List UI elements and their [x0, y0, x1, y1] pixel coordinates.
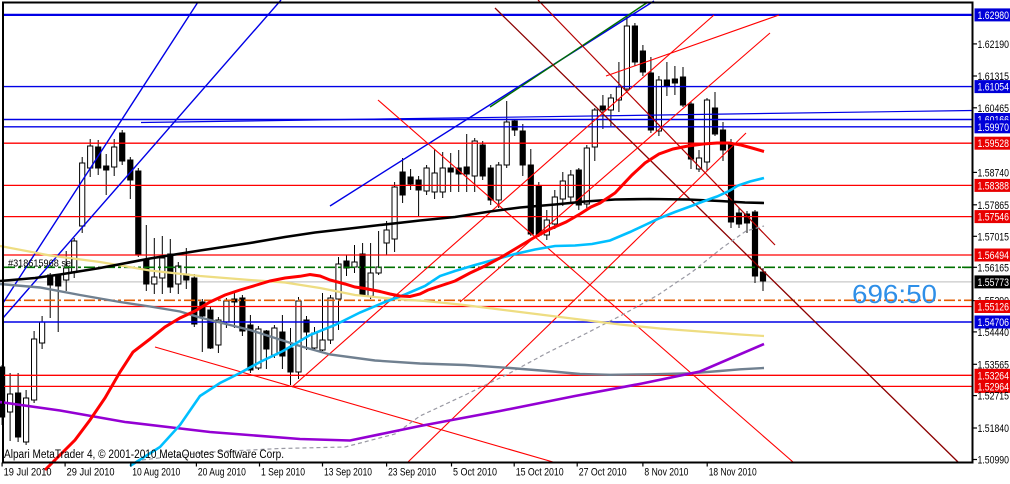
- svg-text:1.54440: 1.54440: [978, 327, 1010, 339]
- svg-text:1 Sep 2010: 1 Sep 2010: [261, 467, 305, 479]
- svg-text:1.62190: 1.62190: [978, 39, 1010, 51]
- svg-text:1.56494: 1.56494: [978, 250, 1010, 262]
- svg-text:27 Oct 2010: 27 Oct 2010: [579, 467, 627, 479]
- svg-text:1.51840: 1.51840: [978, 423, 1010, 435]
- svg-text:1.52715: 1.52715: [978, 391, 1010, 403]
- svg-text:19 Jul 2010: 19 Jul 2010: [4, 467, 52, 479]
- svg-text:1.58388: 1.58388: [978, 180, 1010, 192]
- svg-text:1.57865: 1.57865: [978, 200, 1010, 212]
- svg-text:1.50990: 1.50990: [978, 455, 1010, 467]
- svg-text:1.59528: 1.59528: [978, 138, 1010, 150]
- svg-text:1.62980: 1.62980: [978, 10, 1010, 22]
- svg-text:1.58740: 1.58740: [978, 167, 1010, 179]
- svg-text:5 Oct 2010: 5 Oct 2010: [453, 467, 497, 479]
- svg-text:696:50: 696:50: [852, 279, 937, 309]
- svg-text:1.59970: 1.59970: [978, 122, 1010, 134]
- svg-text:29 Jul 2010: 29 Jul 2010: [67, 467, 115, 479]
- svg-text:13 Sep 2010: 13 Sep 2010: [324, 467, 372, 479]
- svg-text:1.55126: 1.55126: [978, 302, 1010, 314]
- svg-text:1.56165: 1.56165: [978, 262, 1010, 274]
- svg-text:18 Nov 2010: 18 Nov 2010: [709, 467, 757, 479]
- svg-text:23 Sep 2010: 23 Sep 2010: [388, 467, 436, 479]
- svg-text:1.57546: 1.57546: [978, 212, 1010, 224]
- svg-text:10 Aug 2010: 10 Aug 2010: [132, 467, 180, 479]
- svg-text:15 Oct 2010: 15 Oct 2010: [516, 467, 564, 479]
- svg-text:1.55773: 1.55773: [978, 277, 1010, 289]
- svg-text:1.61054: 1.61054: [978, 82, 1010, 94]
- svg-text:1.57015: 1.57015: [978, 231, 1010, 243]
- svg-text:#318615968 sel: #318615968 sel: [8, 258, 73, 270]
- svg-text:Alpari MetaTrader 4, © 2001-20: Alpari MetaTrader 4, © 2001-2010 MetaQuo…: [4, 449, 284, 461]
- svg-text:20 Aug 2010: 20 Aug 2010: [198, 467, 246, 479]
- svg-text:8 Nov 2010: 8 Nov 2010: [644, 467, 688, 479]
